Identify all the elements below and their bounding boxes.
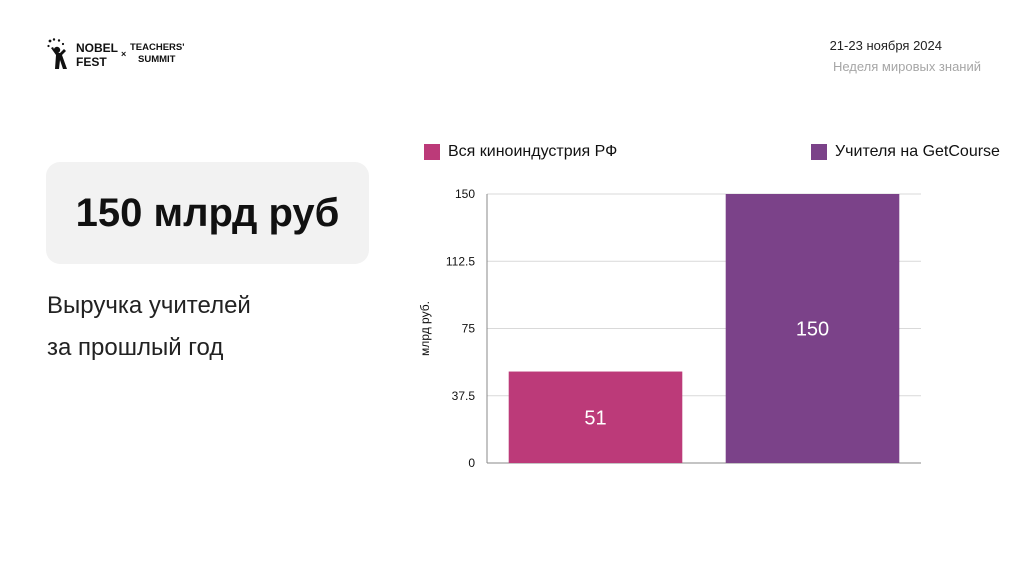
y-tick-label: 0 [468,456,475,470]
revenue-bar-chart: 0 37.5 75 112.5 150 млрд руб. 51 150 [418,187,921,470]
y-tick-label: 112.5 [446,254,475,268]
bar [725,194,900,463]
y-tick-label: 75 [462,322,476,336]
legend-label-film-industry: Вся киноиндустрия РФ [448,143,618,160]
event-logo: NOBEL FEST × TEACHERS' SUMMIT [47,38,187,70]
bar [508,371,683,463]
event-subtitle: Неделя мировых знаний [832,59,981,74]
bar-data-label: 150 [796,319,829,341]
bar-data-label: 51 [584,407,606,429]
legend-item-film-industry: Вся киноиндустрия РФ [424,143,617,161]
logo-text-teachers: TEACHERS' [130,42,185,53]
laureate-figure-icon [47,38,67,69]
legend-item-getcourse-teachers: Учителя на GetCourse [811,143,1000,161]
stat-description-line1: Выручка учителей [47,292,251,319]
y-tick-label: 37.5 [452,389,476,403]
event-date: 21-23 ноября 2024 [829,38,942,53]
logo-text-fest: FEST [76,55,107,69]
stat-value: 150 млрд руб [75,190,340,235]
legend-swatch-film-industry [424,144,440,160]
legend-swatch-getcourse-teachers [811,144,827,160]
y-axis-label: млрд руб. [418,301,432,356]
logo-text-summit: SUMMIT [138,54,176,65]
legend-label-getcourse-teachers: Учителя на GetCourse [835,143,1000,160]
stat-description-line2: за прошлый год [47,334,224,361]
y-tick-label: 150 [455,187,475,201]
logo-text-x: × [121,49,127,59]
logo-text-nobel: NOBEL [76,41,118,55]
stat-card: 150 млрд руб [46,162,369,264]
